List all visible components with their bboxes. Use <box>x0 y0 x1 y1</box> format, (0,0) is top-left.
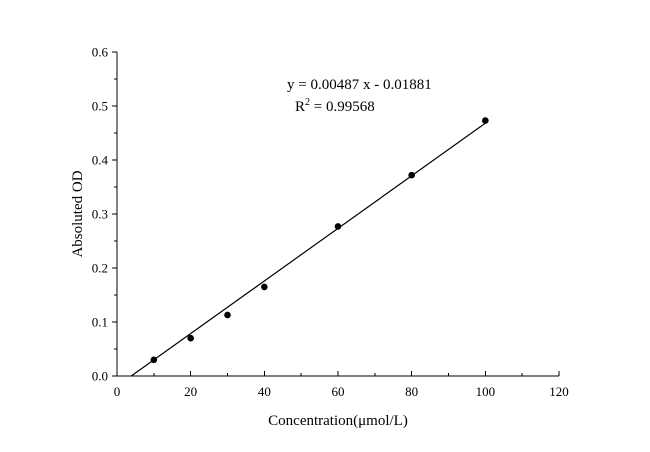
data-point <box>408 171 415 179</box>
ticks: 0 20 40 60 80 100 120 0.0 0.1 0.2 0.3 0.4 0.5 0.6 <box>92 45 569 400</box>
y-axis-title: Absoluted OD <box>70 170 86 257</box>
y-tick-label: 0.6 <box>92 45 109 60</box>
y-tick-label: 0.3 <box>92 207 108 222</box>
data-points <box>150 117 489 364</box>
y-tick-label: 0.5 <box>92 99 108 114</box>
regression-line <box>130 122 486 377</box>
data-point <box>261 283 268 291</box>
x-tick-label: 60 <box>332 384 345 399</box>
x-tick-label: 20 <box>184 384 197 399</box>
r-squared-prefix: R <box>295 99 305 115</box>
x-tick-label: 40 <box>258 384 271 399</box>
fit-line-layer <box>130 122 486 377</box>
r-squared-value: = 0.99568 <box>310 99 375 115</box>
x-tick-label: 0 <box>114 384 121 399</box>
r-squared-label: R2 = 0.99568 <box>295 97 375 115</box>
data-point <box>482 117 489 124</box>
x-tick-label: 120 <box>549 384 569 399</box>
y-tick-label: 0.2 <box>92 261 108 276</box>
data-point <box>150 356 158 364</box>
data-point <box>224 311 231 319</box>
x-axis-title: Concentration(μmol/L) <box>268 413 408 429</box>
y-tick-label: 0.1 <box>92 315 108 330</box>
data-point <box>334 223 342 230</box>
fit-equation-label: y = 0.00487 x - 0.01881 <box>287 77 432 93</box>
r-squared-superscript: 2 <box>305 97 310 108</box>
y-tick-label: 0.0 <box>92 369 108 384</box>
x-tick-label: 100 <box>476 384 496 399</box>
x-tick-label: 80 <box>405 384 418 399</box>
y-tick-label: 0.4 <box>92 153 109 168</box>
data-point <box>187 334 194 342</box>
